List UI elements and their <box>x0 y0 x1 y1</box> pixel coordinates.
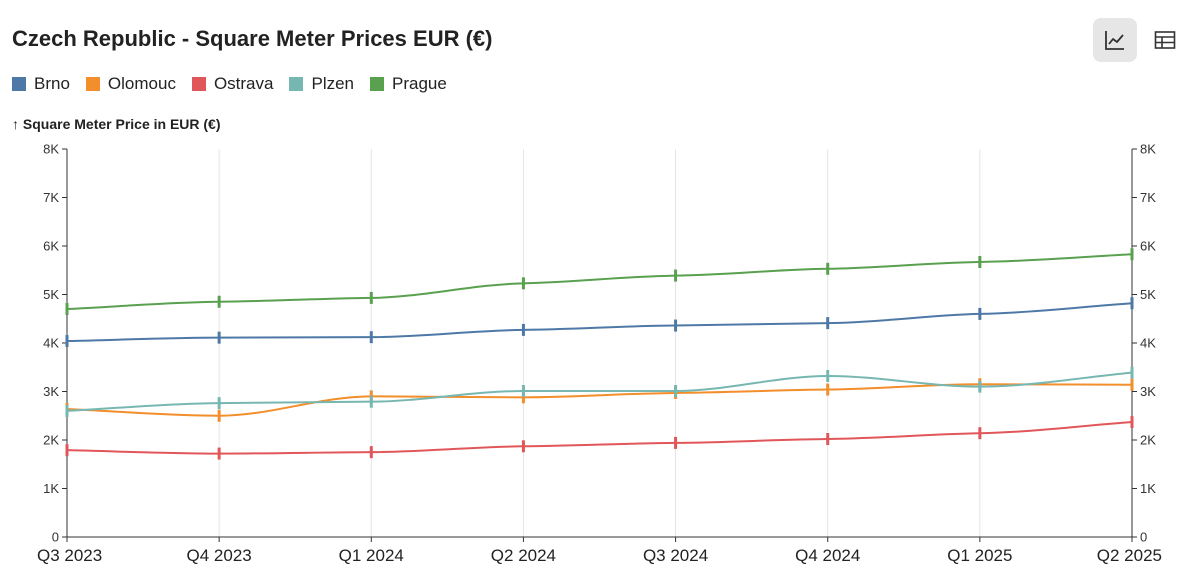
y-tick-label-right: 3K <box>1140 384 1156 399</box>
y-tick-label-left: 7K <box>43 190 59 205</box>
legend-item-olomouc[interactable]: Olomouc <box>85 74 176 94</box>
line-chart-icon <box>1105 31 1124 50</box>
legend-item-ostrava[interactable]: Ostrava <box>191 74 274 94</box>
x-tick-label: Q2 2025 <box>1097 546 1162 565</box>
legend-label-brno: Brno <box>34 74 70 93</box>
x-tick-label: Q2 2024 <box>491 546 556 565</box>
table-view-button[interactable] <box>1143 18 1187 62</box>
table-icon <box>1154 31 1176 49</box>
chart-title: Czech Republic - Square Meter Prices EUR… <box>12 26 493 51</box>
legend-item-plzen[interactable]: Plzen <box>289 74 354 94</box>
x-tick-label: Q1 2025 <box>947 546 1012 565</box>
series-line-prague <box>66 253 1133 311</box>
series-line-plzen <box>66 371 1133 412</box>
legend-swatch-olomouc <box>85 77 100 91</box>
y-tick-label-right: 4K <box>1140 336 1156 351</box>
legend-swatch-brno <box>12 77 26 91</box>
legend-label-plzen: Plzen <box>311 74 355 93</box>
series-line-olomouc <box>66 383 1133 417</box>
y-tick-label-right: 1K <box>1140 481 1156 496</box>
y-tick-label-right: 7K <box>1140 190 1156 205</box>
y-tick-label-right: 8K <box>1140 142 1156 157</box>
series-line-ostrava <box>66 421 1133 455</box>
x-tick-label: Q3 2023 <box>37 546 102 565</box>
y-tick-label-right: 5K <box>1140 287 1156 302</box>
y-tick-label-left: 8K <box>43 142 59 157</box>
legend-swatch-plzen <box>289 77 304 91</box>
y-tick-label-left: 0 <box>52 530 59 545</box>
y-tick-label-left: 5K <box>43 287 59 302</box>
y-tick-label-left: 3K <box>43 384 59 399</box>
y-tick-label-right: 0 <box>1140 530 1147 545</box>
chart-legend: Brno Olomouc Ostrava Plzen Prague <box>12 74 447 94</box>
view-toolbar <box>1093 18 1187 62</box>
y-axis-label: ↑ Square Meter Price in EUR (€) <box>12 116 221 132</box>
x-tick-label: Q3 2024 <box>643 546 708 565</box>
legend-label-ostrava: Ostrava <box>213 74 274 93</box>
legend-swatch-prague <box>370 77 385 91</box>
legend-label-prague: Prague <box>392 74 447 93</box>
y-tick-label-left: 2K <box>43 433 59 448</box>
y-tick-label-left: 6K <box>43 239 59 254</box>
legend-swatch-ostrava <box>191 77 206 91</box>
x-tick-label: Q4 2024 <box>795 546 860 565</box>
y-tick-label-right: 2K <box>1140 433 1156 448</box>
series-line-brno <box>66 302 1133 343</box>
line-chart-view-button[interactable] <box>1093 18 1137 62</box>
legend-item-prague[interactable]: Prague <box>370 74 447 94</box>
legend-item-brno[interactable]: Brno <box>12 74 70 94</box>
x-tick-label: Q4 2023 <box>187 546 252 565</box>
y-tick-label-right: 6K <box>1140 239 1156 254</box>
x-tick-label: Q1 2024 <box>339 546 404 565</box>
y-tick-label-left: 1K <box>43 481 59 496</box>
y-tick-label-left: 4K <box>43 336 59 351</box>
legend-label-olomouc: Olomouc <box>107 74 176 93</box>
